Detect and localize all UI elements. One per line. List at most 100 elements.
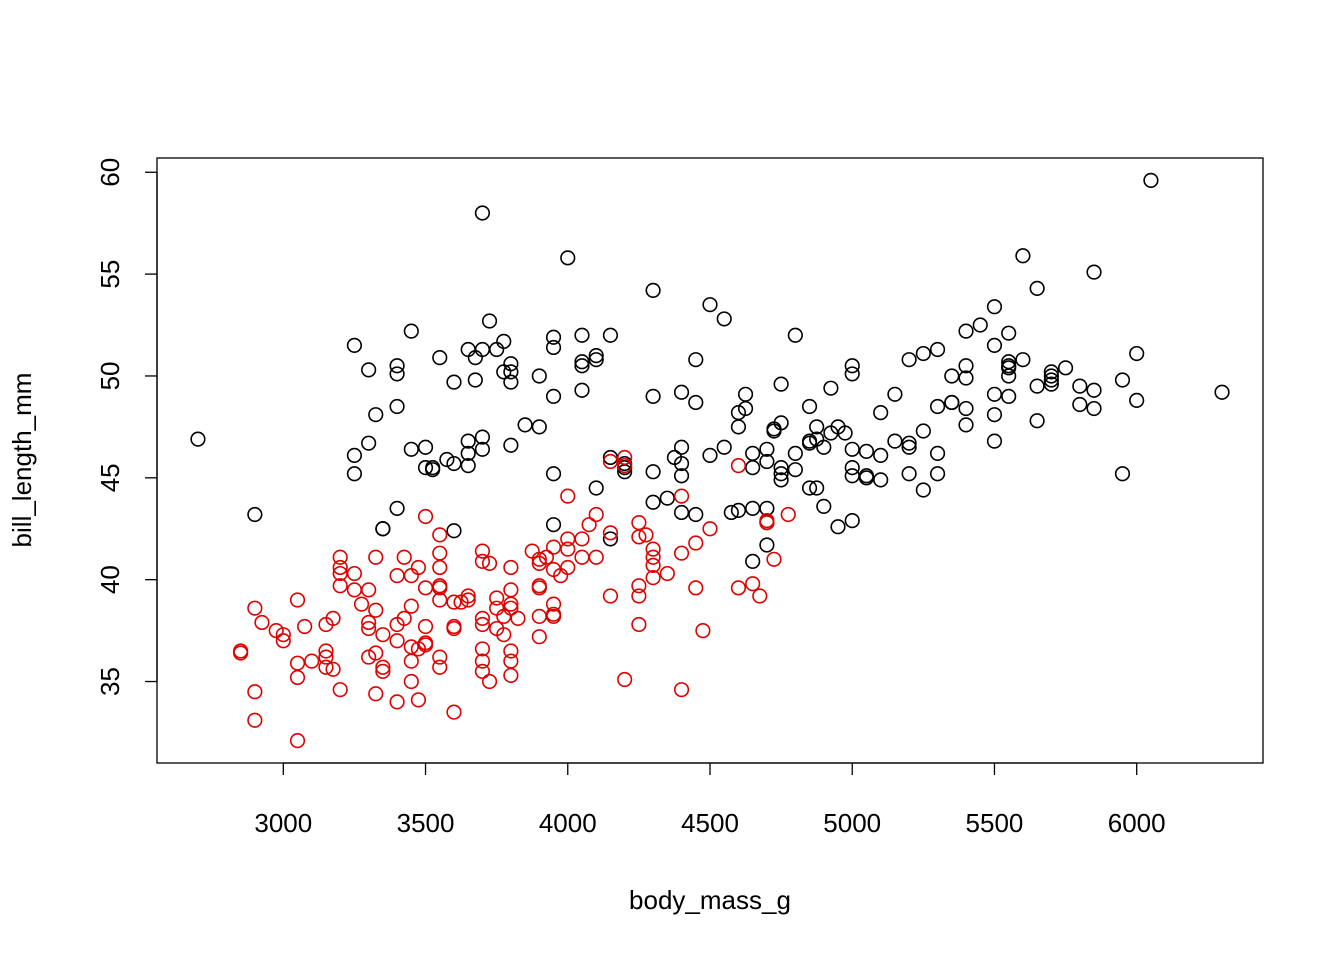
point bbox=[986, 299, 1003, 315]
point bbox=[915, 345, 931, 362]
point bbox=[730, 457, 747, 474]
point bbox=[233, 645, 249, 661]
point bbox=[986, 433, 1003, 449]
point bbox=[673, 504, 690, 521]
point bbox=[481, 555, 498, 571]
point bbox=[873, 405, 889, 421]
point bbox=[460, 457, 476, 474]
point bbox=[417, 439, 434, 455]
point bbox=[745, 576, 761, 592]
point bbox=[631, 515, 647, 531]
point bbox=[560, 559, 576, 576]
point bbox=[929, 445, 946, 461]
point bbox=[417, 637, 434, 653]
point bbox=[588, 480, 604, 496]
point bbox=[560, 541, 576, 557]
point bbox=[545, 329, 562, 345]
point bbox=[716, 439, 732, 455]
point bbox=[730, 502, 747, 519]
point bbox=[631, 578, 647, 594]
point bbox=[986, 386, 1003, 402]
point bbox=[474, 205, 491, 221]
point bbox=[325, 661, 341, 677]
point bbox=[574, 531, 590, 547]
point bbox=[560, 250, 576, 266]
point bbox=[417, 618, 434, 635]
point bbox=[503, 653, 519, 669]
point bbox=[602, 525, 619, 541]
point bbox=[745, 500, 761, 516]
point bbox=[190, 431, 206, 447]
x-tick-label: 6000 bbox=[1108, 808, 1166, 838]
point bbox=[1001, 368, 1017, 384]
point bbox=[432, 559, 448, 576]
point bbox=[474, 610, 491, 626]
point bbox=[745, 445, 761, 461]
point bbox=[545, 466, 562, 482]
x-tick-label: 3500 bbox=[397, 808, 455, 838]
point bbox=[773, 415, 789, 431]
point bbox=[531, 608, 547, 624]
point bbox=[673, 468, 690, 484]
point bbox=[474, 553, 491, 569]
point bbox=[602, 453, 619, 470]
point bbox=[503, 600, 519, 616]
point bbox=[446, 704, 462, 720]
point bbox=[403, 567, 419, 584]
point bbox=[289, 655, 306, 671]
point bbox=[1029, 378, 1045, 394]
point bbox=[1129, 345, 1145, 362]
point bbox=[417, 460, 434, 476]
point bbox=[688, 580, 704, 596]
point bbox=[489, 590, 505, 606]
point bbox=[496, 608, 512, 624]
point bbox=[275, 633, 291, 649]
point bbox=[268, 622, 284, 639]
point bbox=[844, 366, 860, 382]
point bbox=[574, 354, 590, 370]
point bbox=[346, 466, 363, 482]
point bbox=[361, 362, 377, 378]
point bbox=[353, 596, 370, 612]
point bbox=[446, 594, 462, 610]
point bbox=[688, 352, 704, 368]
point bbox=[929, 466, 946, 482]
point bbox=[631, 588, 647, 604]
point bbox=[432, 592, 448, 608]
point bbox=[474, 641, 491, 657]
point bbox=[901, 352, 917, 368]
point bbox=[887, 386, 903, 402]
point bbox=[1043, 376, 1059, 392]
point bbox=[531, 419, 547, 435]
point bbox=[332, 549, 348, 565]
point bbox=[773, 472, 789, 488]
point bbox=[481, 673, 498, 690]
point bbox=[481, 313, 498, 329]
point bbox=[389, 500, 405, 516]
x-tick-label: 4500 bbox=[681, 808, 739, 838]
point bbox=[545, 388, 562, 404]
point bbox=[1043, 368, 1059, 384]
point bbox=[460, 588, 476, 604]
point bbox=[1001, 360, 1017, 376]
point bbox=[901, 435, 917, 451]
point bbox=[403, 598, 419, 614]
point bbox=[645, 494, 661, 510]
point bbox=[560, 488, 576, 504]
point bbox=[361, 614, 377, 631]
x-tick-label: 5500 bbox=[966, 808, 1024, 838]
point bbox=[1015, 352, 1031, 368]
point bbox=[574, 382, 590, 398]
point bbox=[702, 447, 718, 464]
point bbox=[887, 433, 903, 449]
point bbox=[489, 600, 505, 616]
point bbox=[844, 441, 860, 457]
point bbox=[816, 439, 832, 455]
point bbox=[368, 686, 384, 702]
point bbox=[631, 616, 647, 633]
point bbox=[460, 341, 476, 358]
point bbox=[588, 347, 604, 364]
point bbox=[403, 441, 419, 457]
point bbox=[247, 684, 263, 700]
